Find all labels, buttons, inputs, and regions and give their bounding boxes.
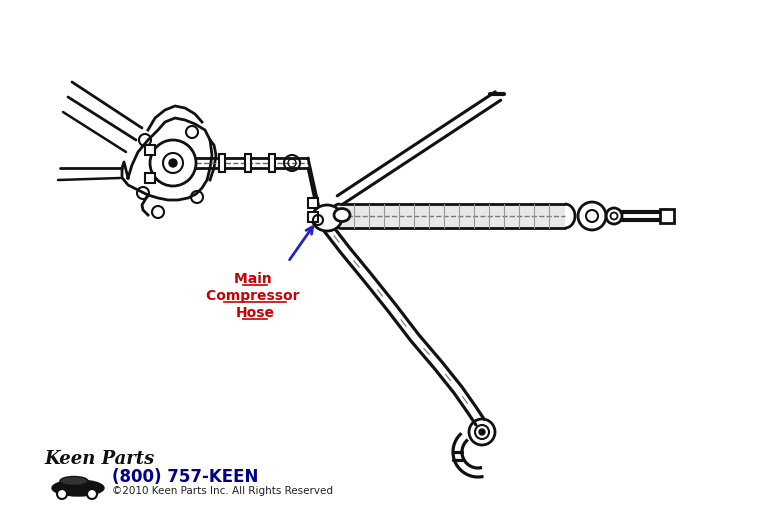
Text: Keen Parts: Keen Parts — [44, 450, 154, 468]
Circle shape — [87, 489, 97, 499]
Bar — [219, 154, 225, 172]
Text: ©2010 Keen Parts Inc. All Rights Reserved: ©2010 Keen Parts Inc. All Rights Reserve… — [112, 486, 333, 496]
Bar — [660, 209, 674, 223]
Circle shape — [169, 159, 177, 167]
Bar — [308, 212, 318, 222]
Text: (800) 757-KEEN: (800) 757-KEEN — [112, 468, 259, 486]
Bar — [245, 154, 251, 172]
Circle shape — [479, 429, 485, 435]
Circle shape — [57, 489, 67, 499]
Ellipse shape — [60, 477, 88, 485]
Bar — [145, 145, 155, 155]
Bar — [308, 198, 318, 208]
Ellipse shape — [334, 209, 350, 222]
Text: Compressor: Compressor — [206, 289, 304, 303]
Bar — [145, 173, 155, 183]
Bar — [340, 204, 565, 228]
Text: Hose: Hose — [236, 306, 274, 320]
Bar — [269, 154, 275, 172]
Ellipse shape — [52, 480, 104, 496]
Ellipse shape — [312, 205, 342, 231]
Text: Main: Main — [233, 272, 276, 286]
